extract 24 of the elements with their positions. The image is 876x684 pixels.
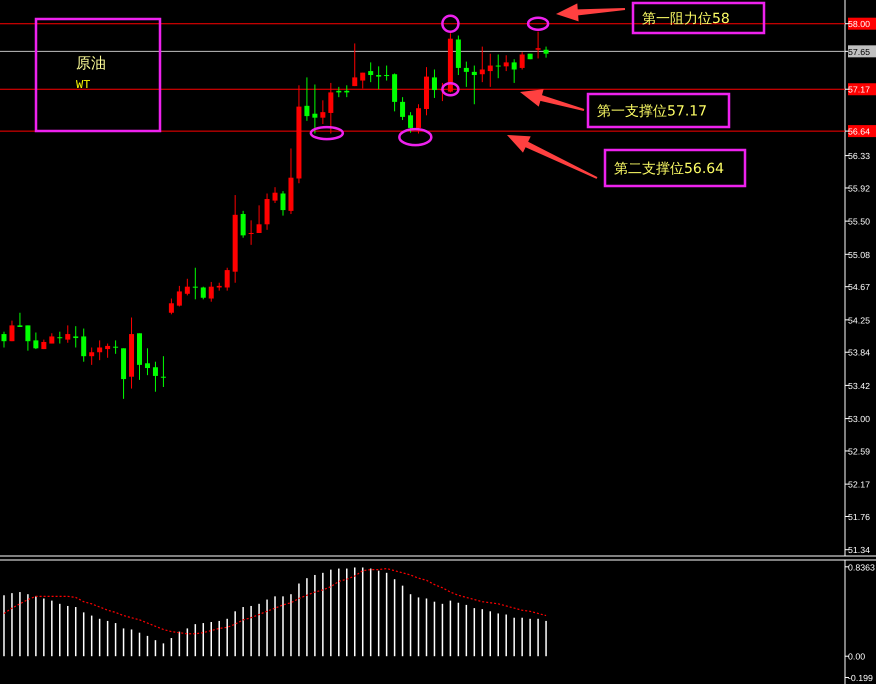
y-tick-label: 55.50 bbox=[848, 216, 870, 227]
y-tick-label: -0.199 bbox=[848, 672, 874, 683]
y-tick-label: 53.42 bbox=[848, 380, 870, 391]
y-tick-label: 57.17 bbox=[848, 84, 870, 95]
y-tick-label: 53.84 bbox=[848, 348, 870, 358]
y-tick-label: 51.34 bbox=[848, 545, 870, 556]
ref-line-label: 第一支撑位57.17 bbox=[597, 104, 708, 120]
y-tick-label: 0.8363 bbox=[848, 562, 876, 572]
y-tick-label: 0.00 bbox=[848, 652, 866, 662]
ref-line-label: 第一阻力位58 bbox=[642, 11, 730, 27]
y-tick-label: 57.65 bbox=[848, 46, 870, 57]
y-tick-label: 55.08 bbox=[848, 250, 870, 260]
y-tick-label: 51.76 bbox=[848, 512, 870, 522]
title-card: 原油 WT bbox=[34, 18, 162, 132]
y-tick-label: 56.33 bbox=[848, 151, 870, 162]
y-tick-label: 54.67 bbox=[848, 282, 870, 292]
y-tick-label: 55.92 bbox=[848, 183, 870, 194]
y-tick-label: 53.00 bbox=[848, 414, 870, 424]
y-tick-label: 52.59 bbox=[848, 446, 870, 456]
ref-line-label: 第二支撑位56.64 bbox=[614, 161, 724, 177]
y-tick-label: 52.17 bbox=[848, 480, 870, 490]
y-tick-label: 56.64 bbox=[848, 126, 870, 137]
y-tick-label: 58.00 bbox=[848, 19, 870, 30]
y-tick-label: 54.25 bbox=[848, 315, 870, 326]
